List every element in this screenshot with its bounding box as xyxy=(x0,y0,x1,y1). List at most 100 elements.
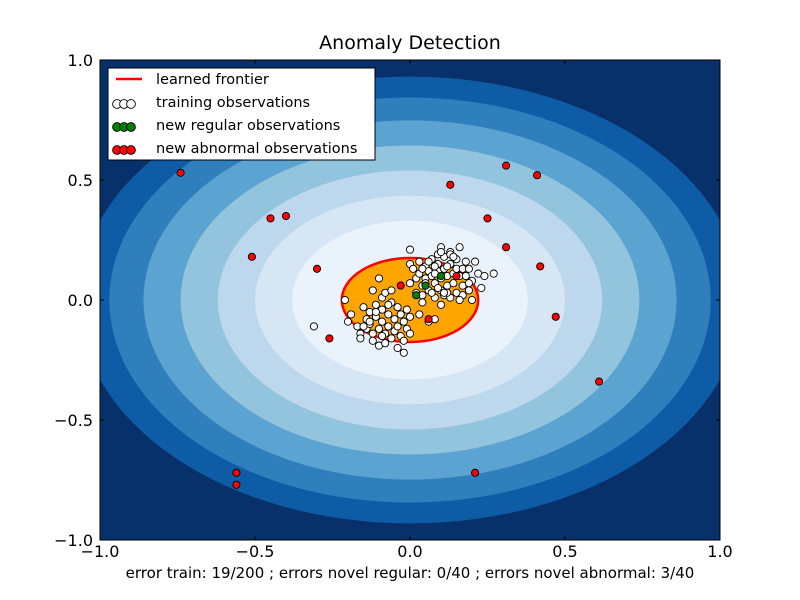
training-observations-point xyxy=(399,348,408,357)
x-tick-label: 0.5 xyxy=(552,542,577,561)
new-abnormal-observations-point xyxy=(176,168,185,177)
legend-label-training-observations: training observations xyxy=(156,95,310,111)
training-observations-point xyxy=(461,257,470,266)
training-observations-point xyxy=(365,317,374,326)
training-observations-point xyxy=(402,305,411,314)
legend-label-learned-frontier: learned frontier xyxy=(156,72,269,88)
training-observations-point xyxy=(378,317,387,326)
new-abnormal-observations-point xyxy=(536,262,545,271)
training-observations-point xyxy=(415,310,424,319)
new-abnormal-observations-point xyxy=(533,171,542,180)
new-abnormal-observations-point xyxy=(502,161,511,170)
training-observations-point xyxy=(467,295,477,305)
training-observations-point xyxy=(343,317,353,326)
legend-label-new-abnormal-observations: new abnormal observations xyxy=(156,141,357,157)
x-tick-label: 1.0 xyxy=(707,542,732,561)
training-observations-point xyxy=(359,303,368,312)
training-observations-point xyxy=(480,271,489,281)
y-tick-label: −0.5 xyxy=(54,411,93,430)
new-regular-observations-point xyxy=(436,271,446,281)
training-observations-point xyxy=(368,329,377,338)
training-observations-point xyxy=(381,339,390,348)
legend-swatch-new-regular-observations xyxy=(126,122,136,132)
training-observations-point xyxy=(368,286,377,295)
training-observations-point xyxy=(455,295,464,305)
training-observations-point xyxy=(371,300,380,309)
training-observations-point xyxy=(477,283,486,293)
training-observations-point xyxy=(393,303,402,312)
new-abnormal-observations-point xyxy=(266,214,275,223)
legend-box xyxy=(107,67,376,161)
training-observations-point xyxy=(399,317,408,326)
training-observations-point xyxy=(405,279,415,288)
legend: learned frontier training observations new… xyxy=(107,67,376,161)
training-observations-point xyxy=(399,336,408,345)
training-observations-point xyxy=(464,279,473,288)
training-observations-point xyxy=(340,295,349,305)
legend-label-new-regular-observations: new regular observations xyxy=(156,118,340,134)
axis-ticks: −1.0 −0.5 0.0 0.5 1.0 −1.0 −0.5 0.0 0.5 1.0 xyxy=(54,51,733,561)
training-observations-point xyxy=(430,262,439,271)
y-tick-label: 1.0 xyxy=(68,51,93,70)
training-observations-point xyxy=(384,322,393,331)
new-abnormal-observations-point xyxy=(452,271,461,281)
training-observations-point xyxy=(387,286,396,295)
new-abnormal-observations-point xyxy=(312,264,322,273)
training-observations-point xyxy=(471,257,480,266)
training-observations-point xyxy=(443,262,452,271)
training-observations-point xyxy=(393,343,402,353)
training-observations-point xyxy=(424,257,433,266)
y-tick-label: 0.5 xyxy=(68,171,93,190)
training-observations-point xyxy=(461,271,470,281)
legend-swatch-new-abnormal-observations xyxy=(126,145,136,155)
new-abnormal-observations-point xyxy=(446,180,455,189)
training-observations-point xyxy=(449,279,458,288)
new-abnormal-observations-point xyxy=(232,468,241,477)
training-observations-point xyxy=(356,334,365,343)
training-observations-point xyxy=(368,336,377,345)
new-regular-observations-point xyxy=(421,281,430,290)
training-observations-point xyxy=(405,329,415,338)
training-observations-point xyxy=(309,322,318,331)
training-observations-point xyxy=(359,322,368,331)
training-observations-point xyxy=(489,269,498,278)
training-observations-point xyxy=(390,315,399,324)
training-observations-point xyxy=(384,310,393,319)
training-observations-point xyxy=(405,312,415,321)
training-observations-point xyxy=(384,300,393,309)
training-observations-point xyxy=(440,288,449,297)
training-observations-point xyxy=(396,310,405,319)
training-observations-point xyxy=(427,288,436,297)
new-abnormal-observations-point xyxy=(396,281,405,290)
y-tick-label: −1.0 xyxy=(54,531,93,550)
training-observations-point xyxy=(347,310,356,319)
training-observations-point xyxy=(436,300,446,309)
x-tick-label: 0.0 xyxy=(397,542,422,561)
new-abnormal-observations-point xyxy=(483,214,492,223)
legend-swatch-training-observations xyxy=(126,99,136,109)
new-abnormal-observations-point xyxy=(595,377,604,386)
observation-points xyxy=(176,161,604,489)
chart-title: Anomaly Detection xyxy=(319,32,501,54)
training-observations-point xyxy=(418,298,427,307)
x-tick-label: −0.5 xyxy=(236,542,275,561)
training-observations-point xyxy=(409,264,418,273)
x-axis-label: error train: 19/200 ; errors novel regul… xyxy=(126,564,695,582)
training-observations-point xyxy=(449,252,458,261)
new-abnormal-observations-point xyxy=(424,315,433,324)
new-abnormal-observations-point xyxy=(247,252,256,261)
new-abnormal-observations-point xyxy=(325,334,334,343)
training-observations-point xyxy=(387,334,396,343)
training-observations-point xyxy=(393,322,402,331)
training-observations-point xyxy=(455,243,464,252)
training-observations-point xyxy=(436,247,446,257)
new-abnormal-observations-point xyxy=(232,480,241,489)
x-tick-label: −1.0 xyxy=(81,542,120,561)
training-observations-point xyxy=(405,245,415,254)
training-observations-point xyxy=(433,283,442,293)
new-abnormal-observations-point xyxy=(502,243,511,252)
training-observations-point xyxy=(415,257,424,266)
training-observations-point xyxy=(464,286,473,295)
new-abnormal-observations-point xyxy=(471,468,480,477)
